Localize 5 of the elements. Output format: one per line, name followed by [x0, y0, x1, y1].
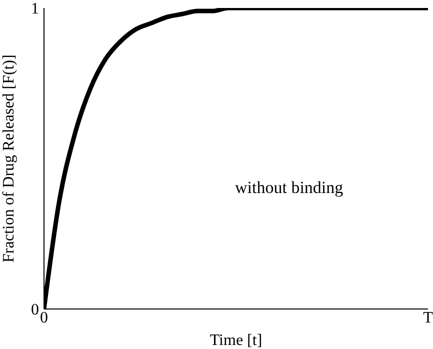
y-axis-title: Fraction of Drug Released [F(t)]: [0, 54, 18, 262]
annotation: without binding: [235, 178, 344, 198]
y-tick-label: 1: [31, 0, 39, 18]
x-tick-label: T: [423, 309, 433, 326]
x-axis-title: Time [t]: [210, 332, 262, 349]
